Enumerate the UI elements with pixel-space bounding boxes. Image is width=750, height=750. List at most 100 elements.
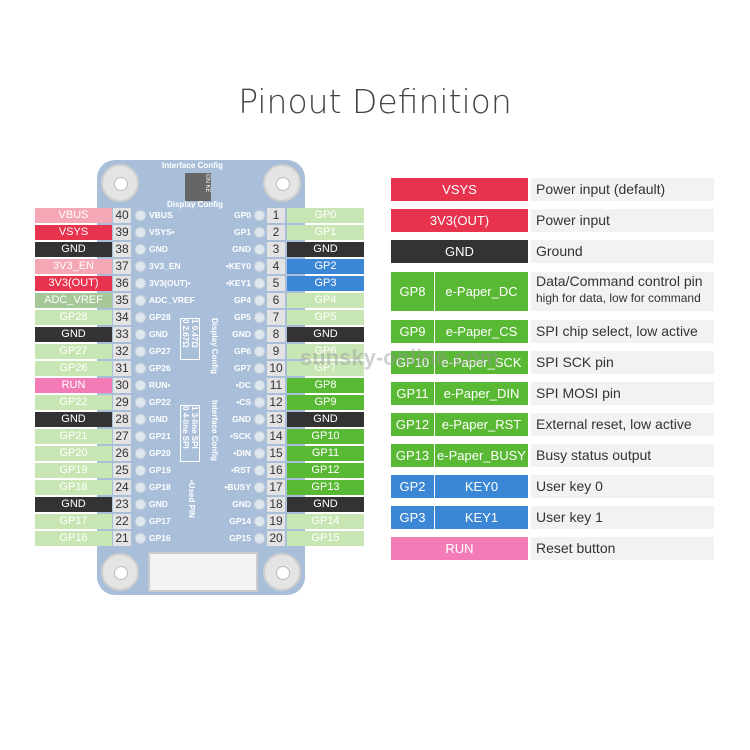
board-pin-name: •RST [231, 465, 251, 475]
pin-label: GND [35, 327, 112, 342]
board-pin-name: GND [149, 244, 168, 254]
pin-pad [254, 346, 265, 357]
description-text: Power input (default) [536, 181, 666, 197]
board-pin-name: GP4 [233, 295, 251, 305]
legend-pin: GP11 e-Paper_DIN [391, 382, 528, 405]
pin-label: GP28 [35, 310, 112, 325]
pin-pad [254, 363, 265, 374]
pin-pad [135, 448, 146, 459]
pin-number: 14 [267, 429, 285, 444]
board-pin-name: •KEY0 [225, 261, 251, 271]
pin-number: 27 [113, 429, 131, 444]
dip-switch [185, 173, 211, 201]
pin-label: GP12 [287, 463, 364, 478]
pin-label: GP1 [287, 225, 364, 240]
display-config-table: 1 0.47Ω 0 2.67Ω [180, 318, 200, 360]
pin-number: 9 [267, 344, 285, 359]
description-text: Data/Command control pin [536, 273, 703, 289]
legend-description: Data/Command control pin high for data, l… [531, 272, 714, 311]
pin-label: GP5 [287, 310, 364, 325]
pin-label: GP14 [287, 514, 364, 529]
board-pin-name: GP17 [149, 516, 171, 526]
pin-number: 8 [267, 327, 285, 342]
board-pin-name: GP6 [233, 346, 251, 356]
board-pin-name: GP16 [149, 533, 171, 543]
description-text: SPI MOSI pin [536, 385, 621, 401]
pin-pad [135, 346, 146, 357]
pin-number: 28 [113, 412, 131, 427]
pin-number: 33 [113, 327, 131, 342]
legend-description: Busy status output [531, 444, 714, 467]
board-pin-name: GND [232, 244, 251, 254]
description-text: Reset button [536, 540, 616, 556]
description-subtext: high for data, low for command [536, 291, 701, 305]
display-config-label: Display Config [167, 200, 224, 209]
legend-function: e-Paper_DIN [443, 386, 520, 401]
legend-description: Power input (default) [531, 178, 714, 201]
pin-pad [135, 499, 146, 510]
pin-pad [254, 465, 265, 476]
pin-pad [135, 397, 146, 408]
mounting-hole [101, 164, 139, 202]
pin-pad [135, 482, 146, 493]
board-pin-name: GP1 [233, 227, 251, 237]
legend-description: User key 1 [531, 506, 714, 529]
pin-number: 10 [267, 361, 285, 376]
pin-pad [254, 278, 265, 289]
pin-label: GP18 [35, 480, 112, 495]
board-pin-name: 3V3(OUT)• [149, 278, 191, 288]
pin-number: 23 [113, 497, 131, 512]
pin-number: 15 [267, 446, 285, 461]
pin-label: GP0 [287, 208, 364, 223]
legend-gpio: GP9 [391, 320, 435, 343]
legend-pin: GP9 e-Paper_CS [391, 320, 528, 343]
interface-config-table: 1 3-line SPI 0 4-line SPI [180, 405, 200, 462]
used-pin-label: •Used PIN [187, 480, 196, 518]
board-pin-name: GP0 [233, 210, 251, 220]
board-pin-name: •KEY1 [225, 278, 251, 288]
pin-pad [254, 210, 265, 221]
pin-number: 2 [267, 225, 285, 240]
board-pin-name: GP7 [233, 363, 251, 373]
pin-pad [254, 397, 265, 408]
legend-description: Power input [531, 209, 714, 232]
legend-pin: GP3 KEY1 [391, 506, 528, 529]
pin-pad [135, 244, 146, 255]
pin-number: 32 [113, 344, 131, 359]
legend-description: User key 0 [531, 475, 714, 498]
pin-pad [254, 448, 265, 459]
pin-label: GP2 [287, 259, 364, 274]
pin-pad [254, 533, 265, 544]
legend-gpio: GP3 [391, 506, 435, 529]
pin-pad [135, 431, 146, 442]
pin-pad [254, 482, 265, 493]
board-pin-name: •SCK [230, 431, 251, 441]
board-pin-name: GP26 [149, 363, 171, 373]
pin-number: 18 [267, 497, 285, 512]
legend-pin: GND [391, 240, 528, 263]
pin-number: 20 [267, 531, 285, 546]
pin-number: 21 [113, 531, 131, 546]
pin-number: 36 [113, 276, 131, 291]
legend-description: SPI MOSI pin [531, 382, 714, 405]
legend-function: KEY0 [464, 479, 499, 494]
pin-label: GP13 [287, 480, 364, 495]
board-pin-name: GND [232, 329, 251, 339]
pin-label: GP7 [287, 361, 364, 376]
mounting-hole [263, 164, 301, 202]
board-pin-name: 3V3_EN [149, 261, 181, 271]
display-config-vertical: Display Config [210, 318, 219, 375]
pin-number: 37 [113, 259, 131, 274]
board-pin-name: •DC [235, 380, 251, 390]
pin-label: GP8 [287, 378, 364, 393]
pin-label: GP21 [35, 429, 112, 444]
legend-gpio: GP8 [391, 272, 435, 311]
interface-config-vertical: Interface Config [210, 400, 219, 461]
board-pin-name: GND [149, 499, 168, 509]
pin-pad [135, 363, 146, 374]
description-text: SPI chip select, low active [536, 323, 698, 339]
pin-number: 17 [267, 480, 285, 495]
pin-label: GP6 [287, 344, 364, 359]
legend-gpio: GP12 [391, 413, 435, 436]
